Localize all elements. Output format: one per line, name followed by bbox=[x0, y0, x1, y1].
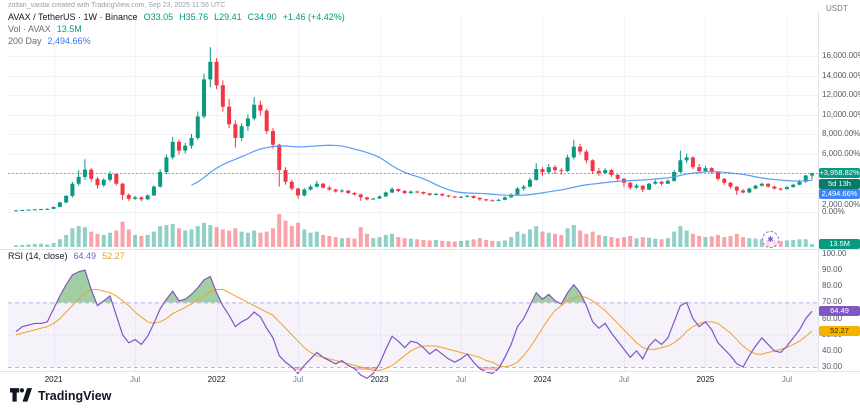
legend-open: O33.05 bbox=[143, 12, 174, 22]
tradingview-logo[interactable]: TradingView bbox=[10, 388, 111, 403]
rsi-axis-label: 60.00 bbox=[822, 313, 843, 323]
time-axis-label: Jul bbox=[618, 375, 630, 384]
legend-low: L29.41 bbox=[214, 12, 242, 22]
rsi-axis-label: 70.00 bbox=[822, 297, 843, 307]
price-axis-label: 12,000.00% bbox=[822, 90, 860, 99]
rsi-axis-label: 100.00 bbox=[822, 249, 847, 258]
badge-countdown: 5d 13h bbox=[819, 178, 860, 189]
time-axis-label: Jul bbox=[455, 375, 467, 384]
time-axis-label: 2021 bbox=[44, 375, 63, 384]
badge-volume: 13.5M bbox=[819, 239, 860, 250]
ma-legend-label[interactable]: 200 Day bbox=[8, 36, 42, 46]
price-axis-label: 0.00% bbox=[822, 207, 845, 216]
time-axis-label: 2025 bbox=[696, 375, 715, 384]
tradingview-logo-text: TradingView bbox=[38, 388, 112, 403]
price-axis-label: 10,000.00% bbox=[822, 109, 860, 119]
ma-legend-value: 2,494.66% bbox=[47, 36, 91, 46]
legend-high: H35.76 bbox=[179, 12, 209, 22]
badge-rsi-ma: 52.27 bbox=[819, 326, 860, 337]
price-axis-label: 2,000.00% bbox=[822, 199, 860, 209]
attribution-text: zoltan_vardai created with TradingView.c… bbox=[8, 2, 226, 9]
legend-close: C34.90 bbox=[247, 12, 277, 22]
badge-rsi: 64.49 bbox=[819, 306, 860, 317]
badge-last-price: +3,958.82% bbox=[819, 168, 860, 179]
price-axis-label: 16,000.00% bbox=[822, 51, 860, 60]
time-axis-label: Jul bbox=[781, 375, 793, 384]
price-axis-label: 6,000.00% bbox=[822, 148, 860, 158]
price-axis-label: 8,000.00% bbox=[822, 129, 860, 138]
badge-ma200: 2,494.66% bbox=[819, 189, 860, 200]
rsi-legend-value: 64.49 bbox=[73, 251, 97, 261]
volume-legend-value: 13.5M bbox=[56, 24, 82, 34]
legend-change: +1.46 (+4.42%) bbox=[282, 12, 345, 22]
rsi-legend-ma-value: 52.27 bbox=[102, 251, 125, 261]
time-axis-label: Jul bbox=[129, 375, 141, 384]
time-axis-label: Jul bbox=[292, 375, 304, 384]
right-axis[interactable]: +3,958.82% 5d 13h 2,494.66% 13.5M 64.49 … bbox=[819, 0, 860, 372]
symbol-title[interactable]: AVAX / TetherUS · 1W · Binance bbox=[8, 12, 138, 22]
symbol-legend: AVAX / TetherUS · 1W · Binance O33.05 H3… bbox=[8, 12, 345, 22]
ma-legend: 200 Day 2,494.66% bbox=[8, 36, 91, 46]
axis-currency-label: USDT bbox=[826, 4, 848, 13]
time-axis-label: 2022 bbox=[207, 375, 226, 384]
rsi-axis-label: 30.00 bbox=[822, 362, 843, 371]
time-axis-label: 2023 bbox=[370, 375, 389, 384]
time-axis-label: 2024 bbox=[533, 375, 552, 384]
rsi-axis-label: 80.00 bbox=[822, 281, 843, 291]
rsi-legend-label[interactable]: RSI (14, close) bbox=[8, 251, 68, 261]
volume-legend-label[interactable]: Vol · AVAX bbox=[8, 24, 51, 34]
rsi-legend: RSI (14, close) 64.49 52.27 bbox=[8, 251, 125, 261]
tradingview-logo-icon bbox=[10, 388, 32, 403]
time-axis[interactable]: 2021 Jul 2022 Jul 2023 Jul 2024 Jul 2025 Jul bbox=[0, 372, 819, 387]
rsi-axis-label: 40.00 bbox=[822, 345, 843, 355]
price-axis-label: 14,000.00% bbox=[822, 70, 860, 80]
rsi-axis-label: 90.00 bbox=[822, 265, 843, 275]
event-marker-icon[interactable]: ✱ bbox=[762, 231, 779, 248]
volume-legend: Vol · AVAX 13.5M bbox=[8, 24, 82, 34]
